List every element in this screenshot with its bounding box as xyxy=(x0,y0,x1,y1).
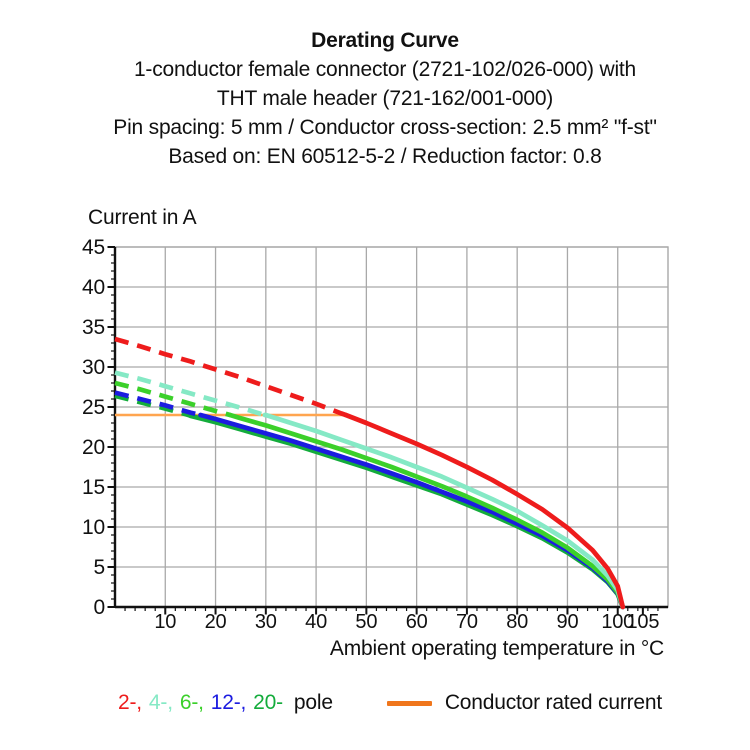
chart-subtitle-line-3: Pin spacing: 5 mm / Conductor cross-sect… xyxy=(113,116,657,139)
y-tick-label-20: 20 xyxy=(82,436,105,459)
y-tick-label-40: 40 xyxy=(82,276,105,299)
y-tick-label-10: 10 xyxy=(82,516,105,539)
x-tick-label-10: 10 xyxy=(154,611,176,633)
legend-pole-12: 12-, xyxy=(210,691,247,714)
chart-subtitle-line-4: Based on: EN 60512-5-2 / Reduction facto… xyxy=(168,145,602,168)
curve-4-pole-solid xyxy=(262,412,626,610)
legend-pole-20: 20- xyxy=(253,691,283,714)
y-tick-label-0: 0 xyxy=(94,596,105,619)
chart-legend: 2-, 4-, 6-, 12-, 20- pole Conductor rated cur… xyxy=(118,691,662,715)
x-tick-label-80: 80 xyxy=(506,611,528,633)
curve-2-pole-dashed xyxy=(114,336,347,418)
legend-pole-4: 4-, xyxy=(148,691,173,714)
legend-rated-current: Conductor rated current xyxy=(386,691,662,715)
x-tick-label-60: 60 xyxy=(406,611,428,633)
x-tick-label-105: 105 xyxy=(626,611,659,633)
y-tick-label-15: 15 xyxy=(82,476,105,499)
curve-6-pole-solid xyxy=(227,412,626,610)
x-tick-label-50: 50 xyxy=(355,611,377,633)
y-tick-label-30: 30 xyxy=(82,356,105,379)
chart-subtitle-line-2: THT male header (721-162/001-000) xyxy=(216,87,554,110)
curve-4-pole-dashed xyxy=(114,370,266,418)
legend-poles: 2-, 4-, 6-, 12-, 20- pole xyxy=(118,691,340,715)
rated-current-label: Conductor rated current xyxy=(444,691,662,714)
chart-title: Derating Curve xyxy=(311,29,459,52)
y-tick-label-5: 5 xyxy=(94,556,105,579)
chart-header: Derating Curve 1-conductor female connec… xyxy=(15,26,750,171)
x-axis-title: Ambient operating temperature in °C xyxy=(330,637,664,660)
y-tick-label-35: 35 xyxy=(82,316,105,339)
y-axis-title: Current in A xyxy=(88,206,197,229)
x-tick-label-100: 100 xyxy=(601,611,634,633)
curve-20-pole-dashed xyxy=(114,393,190,418)
chart-subtitle-line-1: 1-conductor female connector (2721-102/0… xyxy=(133,58,637,81)
x-tick-label-40: 40 xyxy=(305,611,327,633)
rated-current-line-swatch xyxy=(386,700,432,706)
x-tick-label-90: 90 xyxy=(557,611,579,633)
y-tick-label-45: 45 xyxy=(82,236,105,259)
curve-12-pole-dashed xyxy=(114,390,202,418)
legend-pole-6: 6-, xyxy=(179,691,204,714)
curve-20-pole-solid xyxy=(186,412,626,610)
legend-pole-2: 2-, xyxy=(118,691,142,714)
x-tick-label-30: 30 xyxy=(255,611,277,633)
x-tick-label-70: 70 xyxy=(456,611,478,633)
y-tick-label-25: 25 xyxy=(82,396,105,419)
legend-pole-suffix: pole xyxy=(293,691,333,714)
curve-2-pole-solid xyxy=(343,412,626,610)
x-tick-label-20: 20 xyxy=(205,611,227,633)
